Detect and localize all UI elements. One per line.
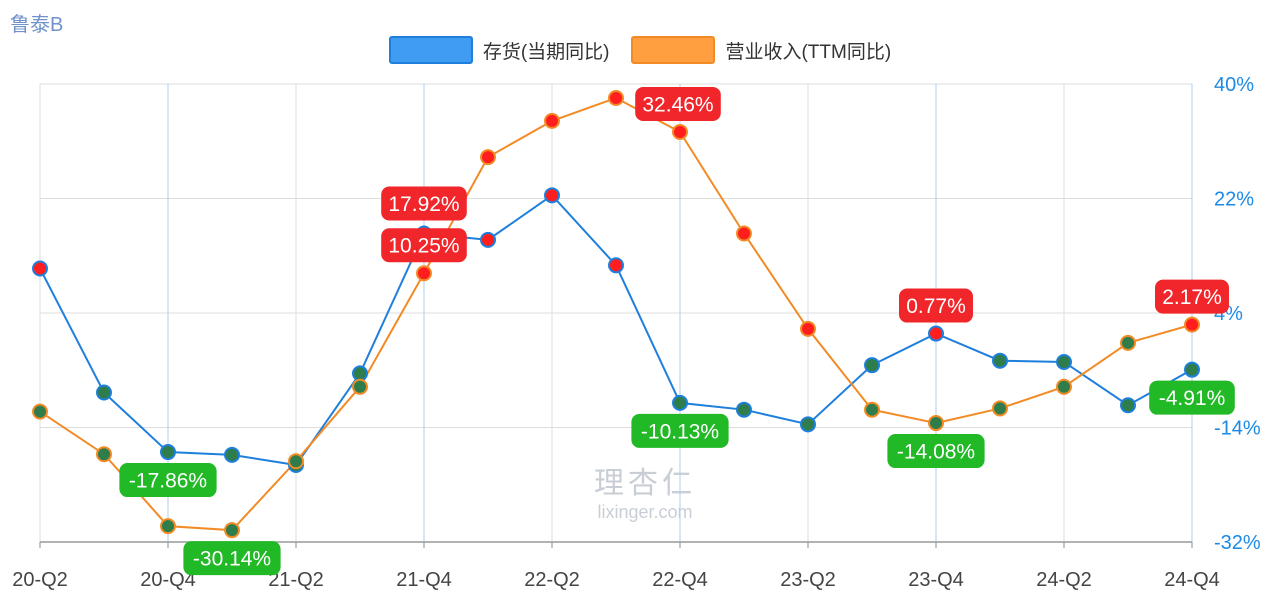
- watermark: 理杏仁 lixinger.com: [570, 458, 720, 523]
- y-tick-label: -32%: [1214, 532, 1261, 554]
- data-label-box: [899, 288, 973, 323]
- series-revenue-point: [480, 149, 496, 166]
- watermark-url: lixinger.com: [597, 502, 693, 522]
- y-tick-label: -14%: [1214, 418, 1261, 440]
- data-label-box: [1149, 380, 1235, 415]
- series-inventory-points: [32, 187, 1200, 474]
- series-inventory-line: [39, 193, 1193, 467]
- data-label: 2.17%: [1155, 279, 1229, 314]
- series-revenue-point: [672, 123, 688, 140]
- data-label-text: 10.25%: [388, 235, 459, 258]
- series-revenue-point: [224, 522, 240, 539]
- x-tick-label: 22-Q4: [652, 569, 708, 591]
- data-label-text: 17.92%: [388, 193, 459, 216]
- series-revenue-point: [864, 401, 880, 418]
- series-revenue-point: [928, 415, 944, 432]
- chart-title: 鲁泰B: [10, 14, 64, 36]
- data-label: 17.92%: [381, 186, 467, 221]
- data-label-box: [631, 413, 729, 448]
- series-revenue-point: [800, 320, 816, 337]
- series-revenue-point: [1184, 316, 1200, 333]
- data-label-text: 2.17%: [1162, 286, 1222, 309]
- series-inventory-point: [672, 394, 688, 411]
- x-tick-label: 20-Q4: [140, 569, 196, 591]
- data-label: 32.46%: [635, 86, 721, 121]
- series-revenue-point: [160, 518, 176, 535]
- series-inventory-point: [32, 260, 48, 277]
- x-tick-label: 23-Q4: [908, 569, 964, 591]
- series-revenue-point: [608, 89, 624, 106]
- data-label-box: [119, 463, 217, 498]
- legend-item-inventory[interactable]: 存货(当期同比): [388, 36, 610, 64]
- data-label-box: [1155, 279, 1229, 314]
- x-tick-label: 24-Q2: [1036, 569, 1092, 591]
- series-revenue-point: [544, 112, 560, 129]
- data-label: -10.13%: [631, 413, 729, 448]
- series-inventory-point: [352, 365, 368, 382]
- series-revenue-point: [288, 453, 304, 470]
- series-revenue-point: [992, 400, 1008, 417]
- watermark-logo: 理杏仁: [594, 466, 696, 501]
- data-label: -17.86%: [119, 463, 217, 498]
- legend-label-revenue: 营业收入(TTM同比): [725, 41, 892, 63]
- x-tick-label: 24-Q4: [1164, 569, 1220, 591]
- x-tick-label: 21-Q4: [396, 569, 452, 591]
- data-label-box: [635, 86, 721, 121]
- series-inventory-point: [224, 446, 240, 463]
- series-inventory-point: [1120, 397, 1136, 414]
- data-label: -30.14%: [183, 541, 281, 576]
- data-label-box: [381, 186, 467, 221]
- series-inventory-point: [544, 187, 560, 204]
- legend-swatch-revenue: [631, 36, 716, 64]
- legend: 存货(当期同比) 营业收入(TTM同比): [0, 36, 1280, 64]
- series-inventory-point: [608, 257, 624, 274]
- legend-item-revenue[interactable]: 营业收入(TTM同比): [631, 36, 891, 64]
- y-tick-label: 22%: [1214, 189, 1254, 211]
- series-inventory-point: [160, 444, 176, 461]
- x-tick-label: 22-Q2: [524, 569, 580, 591]
- legend-swatch-inventory: [388, 36, 473, 64]
- series-revenue-point: [1056, 378, 1072, 395]
- series-revenue-point: [96, 446, 112, 463]
- data-label: -14.08%: [887, 434, 985, 469]
- data-label-text: 32.46%: [642, 93, 713, 116]
- series-inventory-point: [928, 325, 944, 342]
- legend-label-inventory: 存货(当期同比): [482, 41, 610, 63]
- series-inventory-point: [992, 352, 1008, 369]
- data-label-box: [887, 434, 985, 469]
- series-inventory-point: [736, 401, 752, 418]
- series-revenue-point: [416, 265, 432, 282]
- data-label: 0.77%: [899, 288, 973, 323]
- series-inventory-point: [864, 357, 880, 374]
- series-inventory-point: [800, 416, 816, 433]
- series-revenue-point: [352, 378, 368, 395]
- x-tick-label: 20-Q2: [12, 569, 68, 591]
- series-inventory-point: [1056, 353, 1072, 370]
- series-inventory-point: [96, 384, 112, 401]
- data-label-box: [183, 541, 281, 576]
- data-label-box: [381, 228, 467, 263]
- data-label-text: -17.86%: [129, 470, 207, 493]
- data-label: -4.91%: [1149, 380, 1235, 415]
- data-label: 10.25%: [381, 228, 467, 263]
- y-tick-label: 40%: [1214, 74, 1254, 96]
- data-label-text: -10.13%: [641, 420, 719, 443]
- series-revenue-point: [1120, 334, 1136, 351]
- x-tick-label: 23-Q2: [780, 569, 836, 591]
- series-revenue-point: [736, 225, 752, 242]
- series-revenue-point: [32, 403, 48, 420]
- series-inventory-point: [480, 231, 496, 248]
- data-label-text: -14.08%: [897, 441, 975, 464]
- series-inventory-point: [1184, 361, 1200, 378]
- series-revenue-points: [32, 89, 1200, 539]
- data-label-text: 0.77%: [906, 295, 966, 318]
- x-tick-label: 21-Q2: [268, 569, 324, 591]
- data-label-text: -30.14%: [193, 548, 271, 571]
- data-label-text: -4.91%: [1159, 387, 1226, 410]
